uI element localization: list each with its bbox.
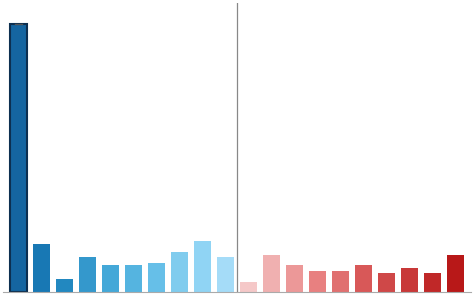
Bar <box>332 271 349 292</box>
Bar <box>148 263 165 292</box>
Bar <box>194 241 211 292</box>
Bar <box>125 266 142 292</box>
Bar <box>424 273 441 292</box>
Bar <box>447 255 464 292</box>
Bar <box>309 271 326 292</box>
Bar <box>263 255 280 292</box>
Bar <box>401 268 418 292</box>
Bar <box>56 279 73 292</box>
Bar <box>378 273 395 292</box>
Bar <box>355 266 372 292</box>
Bar <box>102 266 119 292</box>
Bar <box>217 257 234 292</box>
Bar <box>240 281 257 292</box>
Bar <box>286 266 303 292</box>
Bar <box>10 24 27 292</box>
Bar <box>171 252 188 292</box>
Bar <box>33 244 50 292</box>
Bar <box>79 257 96 292</box>
